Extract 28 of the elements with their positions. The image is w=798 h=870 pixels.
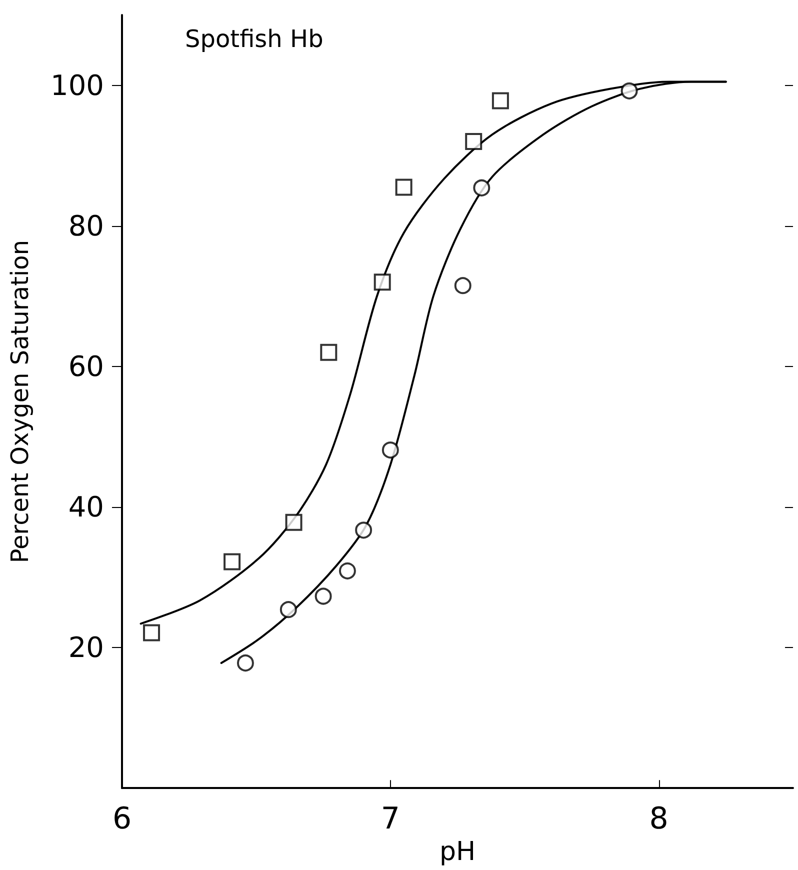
point bbox=[620, 82, 638, 100]
point bbox=[395, 178, 412, 196]
y-tick-label: 20 bbox=[68, 631, 104, 664]
point bbox=[236, 654, 254, 672]
x-tick-label: 8 bbox=[649, 802, 668, 837]
point bbox=[454, 277, 472, 294]
y-tick-label: 40 bbox=[68, 490, 104, 524]
point bbox=[314, 588, 332, 605]
point bbox=[355, 522, 372, 539]
point bbox=[224, 553, 241, 570]
point bbox=[280, 601, 297, 618]
point bbox=[382, 442, 399, 459]
point bbox=[285, 514, 302, 531]
point bbox=[465, 133, 482, 150]
point bbox=[492, 92, 509, 110]
point bbox=[374, 274, 391, 291]
point bbox=[473, 179, 490, 196]
y-tick-label: 60 bbox=[68, 350, 104, 383]
y-tick-label: 80 bbox=[68, 209, 104, 242]
x-axis-title: pH bbox=[439, 837, 476, 867]
point bbox=[320, 344, 338, 361]
x-tick-label: 7 bbox=[380, 802, 400, 837]
chart-title: Spotfish Hb bbox=[185, 25, 324, 53]
x-tick-label: 6 bbox=[112, 802, 132, 837]
point bbox=[143, 624, 160, 642]
y-tick-label: 100 bbox=[50, 68, 104, 102]
point bbox=[338, 562, 356, 580]
y-axis-title: Percent Oxygen Saturation bbox=[6, 240, 34, 564]
